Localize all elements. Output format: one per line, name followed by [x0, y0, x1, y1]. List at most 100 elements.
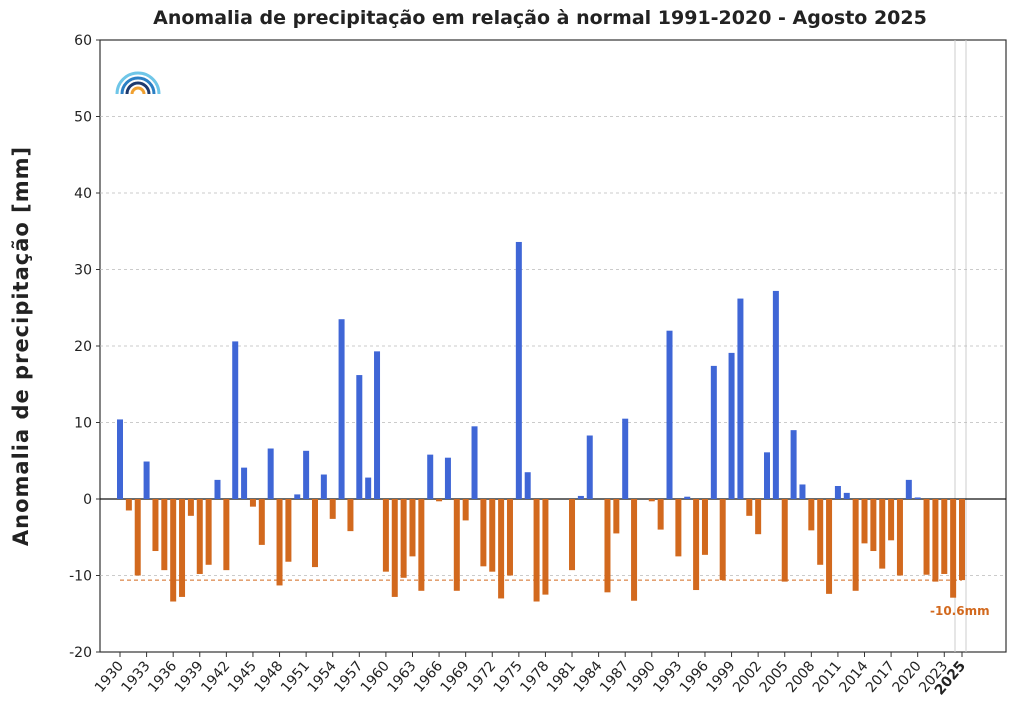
bar	[400, 499, 407, 578]
bar	[179, 499, 186, 597]
bar	[737, 298, 744, 499]
x-tick-label: 2002	[730, 658, 765, 696]
bar	[161, 499, 168, 571]
bar	[489, 499, 496, 572]
bar	[294, 494, 301, 499]
bar	[604, 499, 611, 593]
x-tick-label: 1966	[411, 658, 446, 696]
x-tick-label: 1954	[305, 658, 340, 696]
bar	[471, 426, 478, 499]
bar	[896, 499, 903, 576]
bar	[276, 499, 283, 586]
bar	[932, 499, 939, 582]
bar	[480, 499, 487, 567]
bar	[622, 418, 629, 499]
bar	[790, 430, 797, 499]
bar	[152, 499, 159, 552]
x-tick-label: 1939	[172, 658, 207, 696]
x-tick-label: 1984	[571, 658, 606, 696]
x-tick-label: 1942	[198, 658, 233, 696]
x-tick-label: 1945	[225, 658, 260, 696]
bar	[693, 499, 700, 591]
bar	[719, 499, 726, 581]
bar	[303, 450, 310, 499]
y-tick-label: 40	[74, 186, 92, 202]
x-tick-label: 1996	[677, 658, 712, 696]
bar	[223, 499, 230, 571]
mean-label: -10.6mm	[930, 604, 990, 618]
bar	[232, 341, 239, 499]
bar	[285, 499, 292, 562]
bar	[870, 499, 877, 552]
bar	[888, 499, 895, 541]
bar	[879, 499, 886, 569]
bar	[444, 457, 451, 499]
y-tick-label: 20	[74, 339, 92, 355]
x-tick-label: 1975	[491, 658, 526, 696]
y-tick-label: 60	[74, 33, 92, 49]
bar	[959, 499, 965, 581]
bar	[675, 499, 682, 557]
x-tick-label: 1981	[544, 658, 579, 696]
bar	[347, 499, 354, 532]
bar	[436, 499, 443, 502]
x-tick-label: 1930	[92, 658, 127, 696]
bar	[134, 499, 141, 576]
bar	[267, 448, 274, 499]
bar	[356, 375, 363, 499]
bar	[799, 484, 806, 499]
bar	[338, 319, 345, 499]
bar	[249, 499, 256, 507]
bar	[941, 499, 948, 574]
chart-title: Anomalia de precipitação em relação à no…	[153, 7, 927, 29]
x-tick-label: 1963	[384, 658, 419, 696]
bar	[170, 499, 177, 602]
bar	[143, 461, 150, 499]
bar	[648, 499, 655, 502]
bar	[834, 485, 841, 499]
y-tick-label: 30	[74, 263, 92, 279]
bar	[409, 499, 416, 557]
x-tick-label: 1951	[278, 658, 313, 696]
x-tick-label: 1969	[438, 658, 473, 696]
bar	[666, 330, 673, 499]
bar	[684, 496, 691, 499]
logo	[115, 71, 161, 95]
x-tick-label: 1936	[145, 658, 180, 696]
bar	[746, 499, 753, 516]
bar	[427, 454, 434, 499]
bar	[125, 499, 132, 511]
bar	[453, 499, 460, 591]
x-tick-label: 1987	[597, 658, 632, 696]
y-tick-label: -20	[69, 645, 92, 661]
bar	[728, 352, 735, 499]
x-tick-label: 1978	[517, 658, 552, 696]
x-tick-label: 2017	[863, 658, 898, 696]
bar	[311, 499, 318, 568]
bar	[374, 351, 381, 499]
x-tick-label: 1957	[331, 658, 366, 696]
bar	[365, 477, 372, 499]
bar	[710, 365, 717, 499]
bar	[861, 499, 868, 544]
x-tick-label: 2014	[836, 658, 871, 696]
x-tick-label: 2020	[890, 658, 925, 696]
y-tick-label: -10	[69, 569, 92, 585]
bar	[631, 499, 638, 601]
bar	[205, 499, 212, 565]
bar	[187, 499, 194, 516]
x-tick-label: 1993	[650, 658, 685, 696]
bar	[515, 241, 522, 499]
bar	[843, 492, 850, 499]
x-tick-label: 1972	[464, 658, 499, 696]
bar	[196, 499, 203, 574]
y-tick-label: 10	[74, 416, 92, 432]
bar	[506, 499, 513, 576]
bar	[569, 499, 576, 571]
x-tick-label: 1960	[358, 658, 393, 696]
x-tick-label: 2008	[783, 658, 818, 696]
bar	[781, 499, 788, 582]
bar	[852, 499, 859, 591]
bar	[586, 435, 593, 499]
bar	[329, 499, 336, 519]
